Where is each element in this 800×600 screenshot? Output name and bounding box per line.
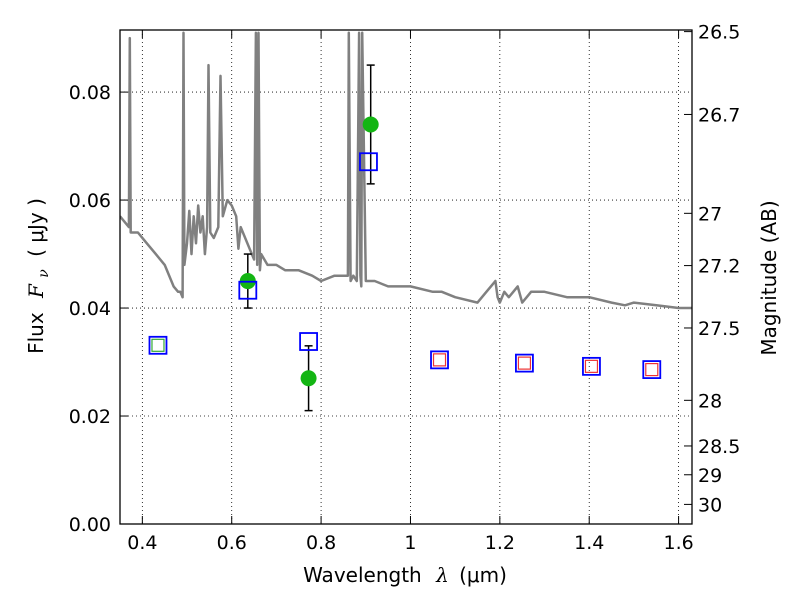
model-flux-square — [148, 335, 168, 355]
x-tick-label: 1 — [404, 532, 416, 554]
y-tick-label: 0.06 — [69, 190, 111, 212]
observed-flux-point — [362, 116, 379, 133]
y-axis-label-sub: ν — [36, 269, 52, 278]
y2-tick-label: 29 — [698, 465, 722, 487]
x-tick-label: 0.4 — [127, 532, 157, 554]
y-axis-label-unit: ( μJy ) — [24, 198, 48, 257]
y2-tick-label: 28.5 — [698, 436, 740, 458]
y2-tick-label: 26.5 — [698, 22, 740, 44]
x-axis-label-unit: (μm) — [459, 563, 507, 587]
x-axis-label: Wavelength λ (μm) — [303, 563, 507, 587]
x-tick-label: 1.2 — [485, 532, 515, 554]
model-flux-square-inner — [432, 353, 447, 367]
y-tick-label: 0.04 — [69, 298, 111, 320]
gridlines — [120, 30, 692, 524]
y2-tick-label: 26.7 — [698, 104, 740, 126]
y2-tick-label: 27.2 — [698, 256, 740, 278]
plot-frame — [119, 29, 693, 525]
y2-tick-label: 27 — [698, 203, 722, 225]
model-flux-square-inner — [584, 359, 599, 373]
model-flux-square — [238, 280, 258, 300]
series-layer — [120, 31, 692, 412]
y-axis-label-text: Flux — [24, 312, 48, 354]
y2-tick-label: 27.5 — [698, 318, 740, 340]
y2-tick-label: 28 — [698, 390, 722, 412]
y-axis-label: Flux F ν ( μJy ) — [24, 198, 53, 354]
x-axis-label-symbol: λ — [435, 563, 449, 587]
x-tick-label: 1.4 — [574, 532, 604, 554]
model-flux-square — [642, 360, 662, 379]
model-flux-square-inner — [517, 356, 532, 370]
model-spectrum-line — [120, 31, 692, 310]
y-axis-label-symbol: F — [24, 283, 48, 299]
model-flux-square — [299, 332, 318, 351]
ticks-layer: 0.4 0.6 0.8 1 1.2 1.4 1.6 0.00 0.02 0.04 0.06 0.08 2… — [69, 22, 741, 554]
model-flux-square-inner — [645, 362, 659, 377]
y2-tick-label: 30 — [698, 494, 722, 516]
x-tick-label: 0.8 — [306, 532, 336, 554]
observed-flux-point — [300, 370, 317, 387]
model-flux-square — [430, 350, 449, 370]
x-tick-label: 0.6 — [217, 532, 247, 554]
y-tick-label: 0.02 — [69, 406, 111, 428]
y-tick-label: 0.08 — [69, 82, 111, 104]
model-flux-square — [582, 356, 601, 376]
x-axis-label-text: Wavelength — [303, 563, 422, 587]
y-tick-label: 0.00 — [69, 514, 111, 536]
model-flux-square-inner — [151, 338, 165, 352]
model-flux-square — [359, 152, 378, 172]
x-tick-label: 1.6 — [663, 532, 693, 554]
model-flux-square — [515, 353, 534, 373]
y2-axis-label: Magnitude (AB) — [757, 200, 781, 355]
